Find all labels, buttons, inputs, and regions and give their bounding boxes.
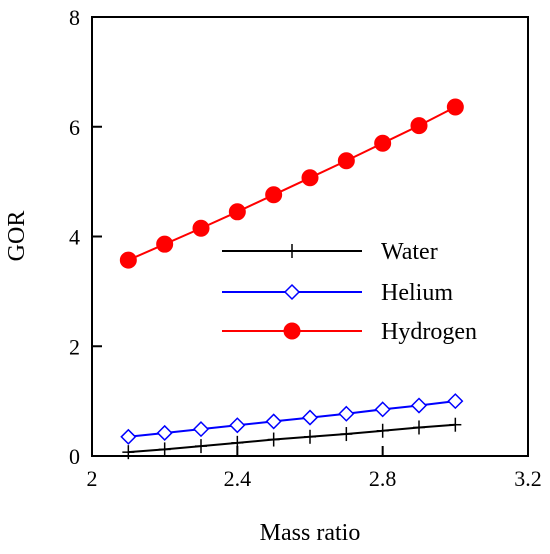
legend: Water Helium Hydrogen	[222, 239, 477, 345]
x-axis-title: Mass ratio	[260, 520, 361, 546]
data-point-helium	[410, 397, 428, 414]
data-point-water	[449, 417, 462, 432]
data-point-hydrogen	[228, 203, 246, 221]
legend-label-helium: Helium	[381, 280, 453, 306]
data-point-helium	[192, 421, 210, 438]
series-layer	[119, 98, 464, 460]
data-point-water	[376, 423, 389, 438]
y-tick-label: 6	[69, 115, 80, 140]
y-tick-label: 2	[69, 334, 80, 359]
data-point-water	[413, 420, 425, 435]
legend-marker-water	[286, 244, 298, 258]
y-tick-label: 4	[69, 225, 80, 250]
data-point-hydrogen	[374, 134, 392, 152]
x-tick-label: 3.2	[514, 466, 542, 491]
legend-marker-hydrogen	[283, 322, 301, 340]
plot-frame	[91, 16, 529, 457]
x-tick-label: 2.8	[369, 466, 397, 491]
data-point-water	[195, 439, 207, 454]
data-point-helium	[447, 393, 464, 410]
data-point-water	[122, 445, 135, 460]
data-point-hydrogen	[446, 98, 464, 116]
data-point-helium	[156, 424, 173, 442]
data-point-helium	[265, 413, 282, 430]
y-ticks: 0 2 4 6 8	[69, 5, 102, 469]
y-axis-title: GOR	[4, 211, 30, 262]
data-point-water	[340, 427, 353, 442]
data-point-water	[158, 442, 171, 457]
legend-label-water: Water	[381, 239, 438, 265]
data-point-helium	[120, 428, 137, 445]
data-point-hydrogen	[119, 251, 137, 269]
data-point-water	[267, 432, 280, 447]
data-point-water	[231, 435, 244, 450]
series-line-hydrogen	[127, 106, 456, 262]
y-tick-label: 0	[69, 444, 80, 469]
series-line-helium	[128, 400, 456, 438]
legend-marker-helium	[283, 283, 301, 301]
data-point-hydrogen	[156, 235, 174, 253]
data-point-hydrogen	[301, 169, 319, 187]
data-point-hydrogen	[192, 219, 210, 237]
data-point-hydrogen	[410, 117, 428, 135]
series-line-water	[128, 423, 456, 454]
data-point-helium	[338, 405, 355, 422]
x-ticks: 2 2.4 2.8 3.2	[87, 446, 542, 491]
data-point-helium	[229, 417, 246, 434]
data-point-helium	[301, 409, 319, 426]
legend-label-hydrogen: Hydrogen	[381, 319, 477, 345]
y-tick-label: 8	[69, 5, 80, 30]
data-point-hydrogen	[337, 152, 355, 170]
x-tick-label: 2.4	[224, 466, 252, 491]
data-point-hydrogen	[265, 186, 283, 204]
x-tick-label: 2	[87, 466, 98, 491]
data-point-helium	[374, 401, 391, 418]
data-point-water	[304, 429, 316, 444]
